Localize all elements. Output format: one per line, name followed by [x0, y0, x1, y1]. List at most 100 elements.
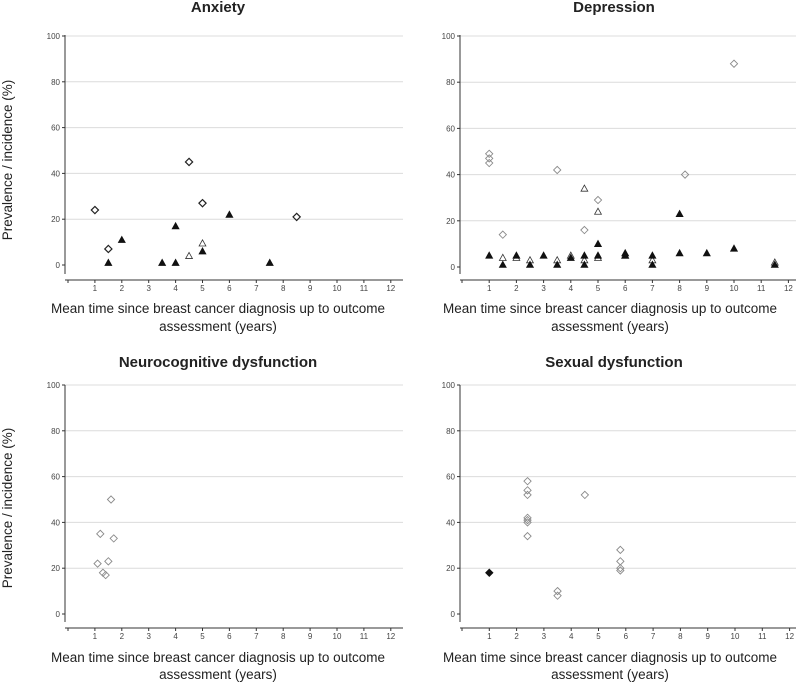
data-point-diamond-filled [485, 568, 494, 578]
panel-title: Depression [573, 0, 655, 16]
data-point-diamond-open [523, 513, 532, 523]
data-point-triangle-filled [525, 260, 535, 268]
x-axis-label-line2: assessment (years) [551, 319, 669, 334]
y-tick-label: 0 [56, 610, 61, 619]
data-point-triangle-open [580, 184, 589, 192]
y-tick-label: 0 [56, 261, 61, 270]
data-point-diamond-open [553, 586, 562, 596]
y-tick-label: 100 [442, 32, 456, 41]
x-tick-label: 6 [623, 284, 628, 293]
y-tick-label: 40 [446, 171, 455, 180]
data-point-triangle-filled [729, 244, 739, 252]
data-point-triangle-filled [498, 260, 507, 268]
x-axis-label-line1: Mean time since breast cancer diagnosis … [443, 301, 777, 316]
x-tick-label: 10 [333, 284, 342, 293]
x-tick-label: 4 [569, 284, 574, 293]
data-point-diamond-open [184, 157, 194, 167]
data-point-diamond-open [523, 531, 532, 541]
data-point-diamond-open [580, 225, 589, 235]
x-tick-label: 2 [120, 632, 125, 641]
x-tick-label: 8 [678, 632, 683, 641]
x-tick-label: 12 [784, 284, 793, 293]
x-tick-label: 7 [254, 632, 259, 641]
data-point-triangle-open [184, 251, 194, 259]
data-point-triangle-filled [225, 210, 234, 218]
data-point-triangle-filled [539, 251, 548, 259]
data-point-triangle-filled [580, 260, 589, 268]
data-point-diamond-open [593, 195, 603, 205]
data-point-diamond-open [523, 476, 532, 486]
x-tick-label: 8 [281, 284, 286, 293]
x-axis-label-line2: assessment (years) [159, 667, 277, 682]
x-tick-label: 8 [281, 632, 286, 641]
data-point-diamond-open [96, 529, 105, 539]
data-point-triangle-filled [648, 251, 657, 259]
x-tick-label: 9 [705, 632, 710, 641]
x-tick-label: 3 [541, 284, 546, 293]
data-point-triangle-filled [702, 248, 711, 257]
x-tick-label: 9 [308, 632, 313, 641]
data-point-diamond-open [106, 495, 116, 504]
x-tick-label: 4 [173, 284, 178, 293]
data-point-triangle-filled [675, 248, 684, 257]
x-tick-label: 6 [227, 632, 232, 641]
x-tick-label: 7 [650, 284, 655, 293]
y-tick-label: 40 [446, 518, 455, 527]
x-tick-label: 1 [93, 284, 98, 293]
y-tick-label: 60 [51, 473, 60, 482]
data-point-triangle-filled [512, 251, 521, 259]
data-point-triangle-filled [593, 239, 603, 248]
x-tick-label: 5 [596, 632, 601, 641]
y-axis-label: Prevalence / incidence (%) [0, 80, 15, 241]
data-point-diamond-open [616, 557, 625, 566]
y-tick-label: 60 [51, 124, 60, 133]
x-tick-label: 11 [757, 284, 766, 293]
y-tick-label: 20 [446, 564, 455, 573]
data-point-diamond-open [523, 486, 532, 495]
y-tick-label: 20 [51, 564, 60, 573]
x-tick-label: 11 [360, 632, 369, 641]
data-point-triangle-filled [770, 260, 779, 268]
x-tick-label: 11 [360, 284, 369, 293]
x-tick-label: 8 [677, 284, 682, 293]
x-tick-label: 10 [731, 632, 740, 641]
y-tick-label: 40 [51, 169, 60, 178]
x-tick-label: 11 [758, 632, 767, 641]
x-tick-label: 4 [173, 632, 178, 641]
data-point-triangle-open [198, 239, 207, 247]
data-point-triangle-filled [675, 209, 684, 217]
data-point-triangle-filled [117, 235, 126, 243]
data-point-triangle-open [593, 207, 603, 215]
y-tick-label: 20 [446, 217, 455, 226]
y-tick-label: 20 [51, 215, 60, 224]
x-tick-label: 2 [120, 284, 125, 293]
data-point-diamond-open [616, 545, 625, 555]
data-point-diamond-open [484, 158, 494, 168]
data-point-triangle-filled [158, 258, 167, 266]
x-tick-label: 2 [514, 284, 519, 293]
data-point-diamond-open [553, 591, 562, 600]
data-point-triangle-filled [171, 221, 180, 230]
x-axis-label-line1: Mean time since breast cancer diagnosis … [51, 301, 385, 316]
x-tick-label: 1 [487, 632, 492, 641]
data-point-diamond-open [90, 205, 100, 215]
panel-title: Sexual dysfunction [545, 354, 683, 371]
data-point-triangle-filled [198, 247, 207, 255]
x-tick-label: 7 [254, 284, 259, 293]
data-point-diamond-open [729, 59, 739, 68]
x-tick-label: 3 [542, 632, 547, 641]
x-tick-label: 12 [386, 632, 395, 641]
y-tick-label: 60 [446, 124, 455, 133]
data-point-diamond-open [484, 154, 494, 163]
data-point-diamond-open [109, 534, 118, 543]
x-tick-label: 7 [651, 632, 656, 641]
data-point-diamond-open [198, 198, 207, 208]
y-tick-label: 40 [51, 518, 60, 527]
y-tick-label: 60 [446, 473, 455, 482]
y-tick-label: 80 [51, 427, 60, 436]
y-tick-label: 80 [51, 78, 60, 87]
x-tick-label: 5 [596, 284, 601, 293]
